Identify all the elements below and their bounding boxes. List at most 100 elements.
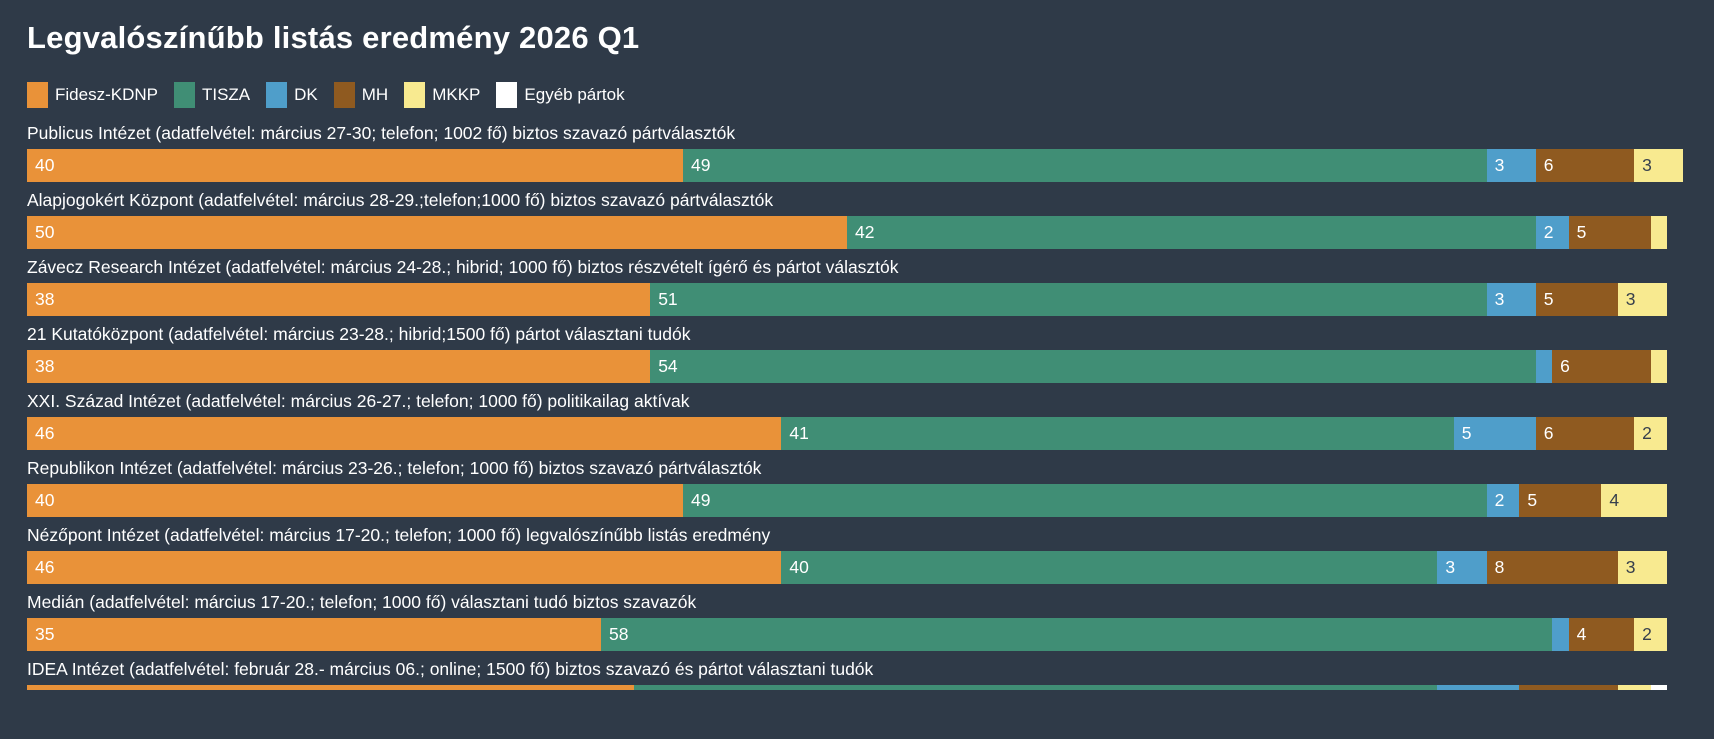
bar-segment-mh[interactable]: 6 xyxy=(1535,417,1635,450)
segment-value: 4 xyxy=(1609,490,1620,510)
bar-segment-dk[interactable]: 3 xyxy=(1486,283,1536,316)
pollster-label: Medián (adatfelvétel: március 17-20.; te… xyxy=(27,592,697,612)
segment-value: 2 xyxy=(1642,423,1652,443)
bar-segment-tisza[interactable]: 49 xyxy=(683,149,1487,182)
stacked-bar xyxy=(27,685,1714,690)
bar-segment-fidesz-kdnp[interactable]: 38 xyxy=(27,350,651,383)
bar-segment-fidesz-kdnp[interactable]: 40 xyxy=(27,484,683,517)
segment-value: 38 xyxy=(35,289,55,309)
segment-value: 49 xyxy=(691,490,711,510)
segment-value: 58 xyxy=(609,624,629,644)
bar-segment-tisza[interactable] xyxy=(633,685,1438,690)
legend-label: MKKP xyxy=(432,85,481,104)
segment-value: 46 xyxy=(35,423,55,443)
legend: Fidesz-KDNP TISZA DK MH MKKP Egyéb pártok xyxy=(27,82,1714,108)
segment-value: 41 xyxy=(789,423,809,443)
bar-segment-mh[interactable]: 5 xyxy=(1519,484,1602,517)
segment-value: 3 xyxy=(1625,557,1636,577)
legend-item-mh[interactable]: MH xyxy=(333,82,389,108)
bar-segment-mh[interactable]: 5 xyxy=(1568,216,1651,249)
bar-segment-tisza[interactable]: 58 xyxy=(601,618,1553,651)
legend-item-fidesz-kdnp[interactable]: Fidesz-KDNP xyxy=(27,82,158,108)
pollster-label: Republikon Intézet (adatfelvétel: márciu… xyxy=(27,458,762,478)
bar-segment-fidesz-kdnp[interactable] xyxy=(27,685,634,690)
segment-value: 2 xyxy=(1494,490,1505,510)
segment-value: 5 xyxy=(1576,222,1587,242)
stacked-bar: 46 40 3 8 3 xyxy=(27,551,1714,584)
segment-value: 5 xyxy=(1543,289,1554,309)
stacked-bar: 40 49 2 5 4 xyxy=(27,484,1714,517)
bar-segment-mkkp[interactable]: 4 xyxy=(1601,484,1667,517)
segment-value: 6 xyxy=(1543,423,1554,443)
bar-segment-mkkp[interactable]: 2 xyxy=(1634,417,1667,450)
bar-segment-mkkp[interactable] xyxy=(1617,685,1651,690)
bar-segment-mh[interactable]: 5 xyxy=(1535,283,1618,316)
segment-value: 3 xyxy=(1625,289,1636,309)
bar-segment-mh[interactable]: 6 xyxy=(1535,149,1635,182)
legend-swatch-icon xyxy=(404,82,426,108)
segment-value: 3 xyxy=(1445,557,1456,577)
bar-segment-fidesz-kdnp[interactable]: 38 xyxy=(27,283,651,316)
segment-value: 4 xyxy=(1576,624,1587,644)
legend-swatch-icon xyxy=(173,82,195,108)
bar-segment-mh[interactable]: 8 xyxy=(1486,551,1618,584)
pollster-label: Závecz Research Intézet (adatfelvétel: m… xyxy=(27,257,899,277)
legend-label: MH xyxy=(361,85,389,104)
bar-segment-dk[interactable]: 2 xyxy=(1486,484,1520,517)
bar-segment-dk[interactable] xyxy=(1535,350,1553,383)
legend-item-tisza[interactable]: TISZA xyxy=(173,82,251,108)
legend-swatch-icon xyxy=(333,82,355,108)
bar-segment-fidesz-kdnp[interactable]: 50 xyxy=(27,216,847,249)
pollster-label: IDEA Intézet (adatfelvétel: február 28.-… xyxy=(27,659,874,679)
bar-segment-tisza[interactable]: 41 xyxy=(781,417,1454,450)
bar-segment-fidesz-kdnp[interactable]: 35 xyxy=(27,618,601,651)
bar-segment-tisza[interactable]: 40 xyxy=(781,551,1438,584)
bar-segment-tisza[interactable]: 51 xyxy=(650,283,1487,316)
bar-segment-tisza[interactable]: 54 xyxy=(650,350,1536,383)
bar-segment-mkkp[interactable]: 2 xyxy=(1634,618,1667,651)
bar-segment-mkkp[interactable] xyxy=(1650,350,1667,383)
bar-segment-fidesz-kdnp[interactable]: 46 xyxy=(27,417,782,450)
stacked-bar: 38 54 6 xyxy=(27,350,1714,383)
bar-segment-tisza[interactable]: 49 xyxy=(683,484,1487,517)
bar-segment-mkkp[interactable]: 3 xyxy=(1617,551,1667,584)
legend-label: TISZA xyxy=(201,85,251,104)
bar-segment-dk[interactable]: 3 xyxy=(1437,551,1487,584)
bar-segment-dk[interactable] xyxy=(1437,685,1520,690)
segment-value: 3 xyxy=(1494,289,1505,309)
segment-value: 6 xyxy=(1560,356,1570,376)
bar-segment-tisza[interactable]: 42 xyxy=(847,216,1536,249)
segment-value: 35 xyxy=(35,624,55,644)
bar-segment-fidesz-kdnp[interactable]: 46 xyxy=(27,551,782,584)
bar-segment-mkkp[interactable]: 3 xyxy=(1617,283,1667,316)
pollster-label: Publicus Intézet (adatfelvétel: március … xyxy=(27,123,736,143)
bar-segment-fidesz-kdnp[interactable]: 40 xyxy=(27,149,683,182)
bar-segment-mkkp[interactable]: 3 xyxy=(1634,149,1684,182)
pollster-label: Alapjogokért Központ (adatfelvétel: márc… xyxy=(27,190,774,210)
segment-value: 5 xyxy=(1461,423,1472,443)
bar-segment-dk[interactable]: 5 xyxy=(1453,417,1536,450)
segment-value: 8 xyxy=(1494,557,1505,577)
legend-item-dk[interactable]: DK xyxy=(266,82,318,108)
legend-label: Egyéb pártok xyxy=(524,85,625,104)
bar-segment-dk[interactable]: 3 xyxy=(1486,149,1536,182)
segment-value: 46 xyxy=(35,557,55,577)
segment-value: 3 xyxy=(1642,155,1652,175)
chart-rows: Publicus Intézet (adatfelvétel: március … xyxy=(27,122,1714,690)
segment-value: 49 xyxy=(691,155,711,175)
bar-segment-dk[interactable] xyxy=(1552,618,1569,651)
segment-value: 6 xyxy=(1543,155,1554,175)
bar-segment-dk[interactable]: 2 xyxy=(1535,216,1569,249)
bar-segment-mh[interactable] xyxy=(1519,685,1618,690)
legend-item-mkkp[interactable]: MKKP xyxy=(404,82,480,108)
segment-value: 2 xyxy=(1642,624,1652,644)
bar-segment-mkkp[interactable] xyxy=(1650,216,1667,249)
legend-item-egy-b-p-rtok[interactable]: Egyéb pártok xyxy=(496,82,625,108)
segment-value: 40 xyxy=(789,557,809,577)
bar-segment-mh[interactable]: 4 xyxy=(1568,618,1635,651)
segment-value: 50 xyxy=(35,222,55,242)
bar-segment-mh[interactable]: 6 xyxy=(1552,350,1651,383)
segment-value: 3 xyxy=(1494,155,1505,175)
bar-segment-egy-b-p-rtok[interactable] xyxy=(1650,685,1667,690)
